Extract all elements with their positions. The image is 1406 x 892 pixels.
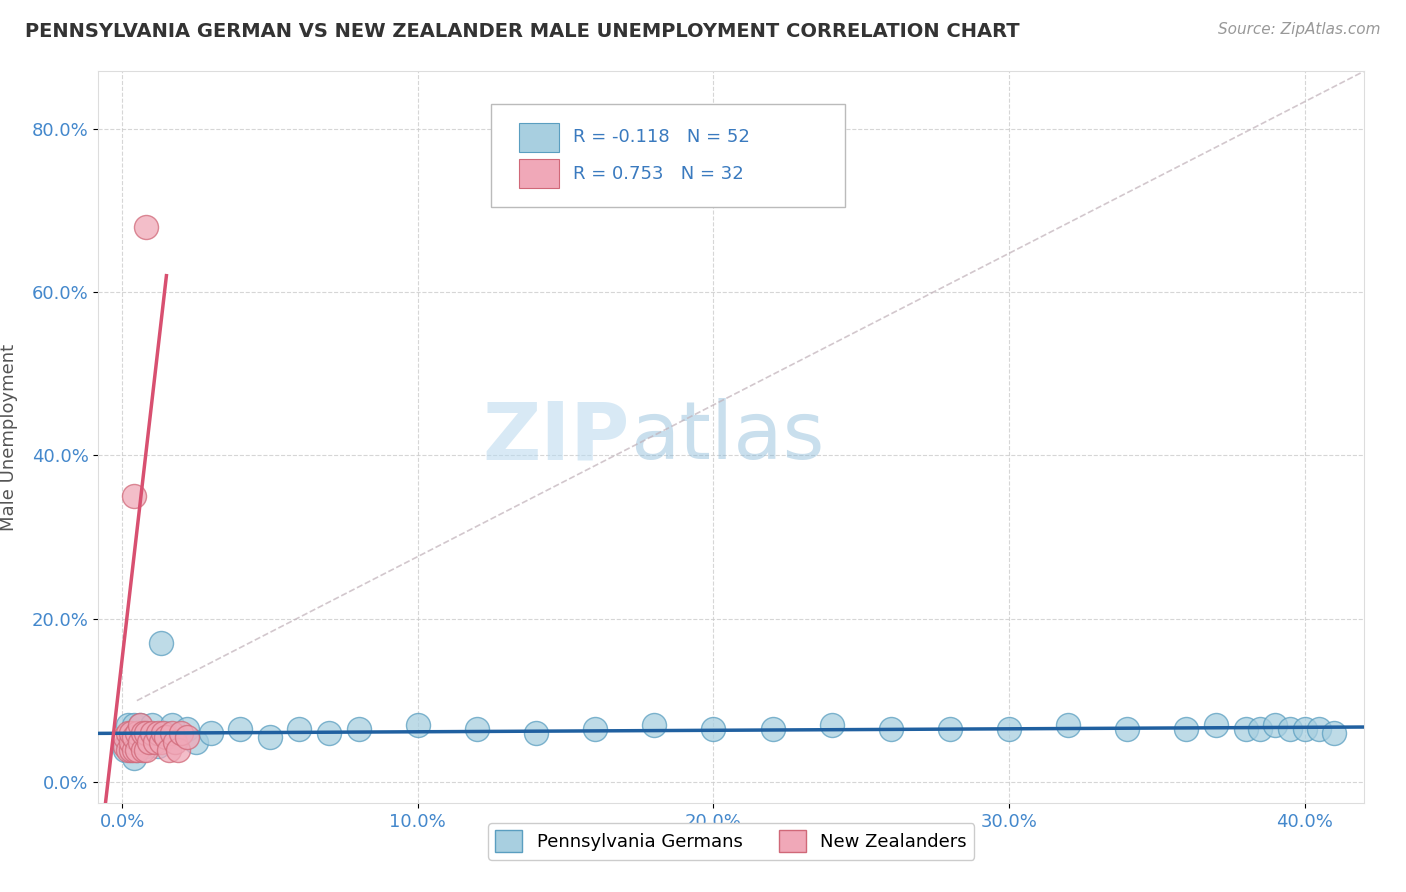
Point xyxy=(1175,723,1198,737)
Point xyxy=(347,723,370,737)
Point xyxy=(1294,723,1316,737)
Point xyxy=(318,726,340,740)
Point xyxy=(122,718,145,732)
Point xyxy=(132,742,155,756)
Point xyxy=(1278,723,1301,737)
Point xyxy=(125,742,148,756)
Point xyxy=(125,742,148,756)
Point xyxy=(406,718,429,732)
Point xyxy=(125,726,148,740)
Point xyxy=(465,723,488,737)
Point xyxy=(1323,726,1346,740)
Text: ZIP: ZIP xyxy=(482,398,630,476)
Point xyxy=(128,718,150,732)
Text: PENNSYLVANIA GERMAN VS NEW ZEALANDER MALE UNEMPLOYMENT CORRELATION CHART: PENNSYLVANIA GERMAN VS NEW ZEALANDER MAL… xyxy=(25,22,1019,41)
Point xyxy=(155,726,177,740)
Point xyxy=(125,726,148,740)
Point xyxy=(135,742,157,756)
Point xyxy=(114,742,136,756)
Point xyxy=(1057,718,1080,732)
Point xyxy=(167,731,190,745)
Bar xyxy=(519,159,560,188)
Point xyxy=(583,723,606,737)
Point xyxy=(1205,718,1227,732)
Point xyxy=(176,731,198,745)
Point xyxy=(880,723,903,737)
Point xyxy=(761,723,783,737)
Point xyxy=(146,726,169,740)
Point xyxy=(135,739,157,753)
Point xyxy=(200,726,222,740)
Point xyxy=(141,726,163,740)
Point xyxy=(176,723,198,737)
Point xyxy=(259,731,281,745)
Point xyxy=(135,219,157,234)
Point xyxy=(643,718,665,732)
Point xyxy=(162,718,184,732)
Point xyxy=(128,718,150,732)
Point xyxy=(143,731,166,745)
Point xyxy=(138,726,160,740)
Point xyxy=(117,734,139,748)
Point xyxy=(939,723,962,737)
Point xyxy=(122,751,145,765)
Point xyxy=(149,734,172,748)
Point xyxy=(128,734,150,748)
Point xyxy=(1234,723,1257,737)
Point xyxy=(138,734,160,748)
Point xyxy=(288,723,311,737)
Text: atlas: atlas xyxy=(630,398,824,476)
Point xyxy=(1264,718,1286,732)
Point xyxy=(114,739,136,753)
Point xyxy=(120,742,142,756)
Bar xyxy=(519,122,560,152)
Point xyxy=(117,726,139,740)
Legend: Pennsylvania Germans, New Zealanders: Pennsylvania Germans, New Zealanders xyxy=(488,823,974,860)
Point xyxy=(184,734,207,748)
Point xyxy=(998,723,1021,737)
Point xyxy=(128,734,150,748)
Point xyxy=(157,742,180,756)
Point xyxy=(155,731,177,745)
Point xyxy=(132,726,155,740)
Point xyxy=(149,636,172,650)
Point xyxy=(820,718,842,732)
Point xyxy=(146,739,169,753)
Point xyxy=(1249,723,1271,737)
Point xyxy=(167,742,190,756)
Point xyxy=(120,734,142,748)
Point xyxy=(1116,723,1139,737)
Point xyxy=(132,731,155,745)
Point xyxy=(122,731,145,745)
Point xyxy=(117,742,139,756)
Y-axis label: Male Unemployment: Male Unemployment xyxy=(0,343,18,531)
Point xyxy=(120,726,142,740)
Point xyxy=(122,489,145,503)
Point xyxy=(117,718,139,732)
Text: Source: ZipAtlas.com: Source: ZipAtlas.com xyxy=(1218,22,1381,37)
Point xyxy=(524,726,547,740)
Point xyxy=(143,734,166,748)
Point xyxy=(120,726,142,740)
Point xyxy=(170,726,193,740)
Point xyxy=(120,742,142,756)
Point xyxy=(1308,723,1330,737)
Text: R = 0.753   N = 32: R = 0.753 N = 32 xyxy=(574,165,744,183)
Point xyxy=(162,726,184,740)
FancyBboxPatch shape xyxy=(491,104,845,207)
Point xyxy=(152,726,174,740)
Point xyxy=(229,723,252,737)
Point xyxy=(702,723,724,737)
Point xyxy=(165,734,187,748)
Point xyxy=(122,734,145,748)
Point xyxy=(122,742,145,756)
Point xyxy=(141,718,163,732)
Text: R = -0.118   N = 52: R = -0.118 N = 52 xyxy=(574,128,749,146)
Point xyxy=(135,726,157,740)
Point xyxy=(114,731,136,745)
